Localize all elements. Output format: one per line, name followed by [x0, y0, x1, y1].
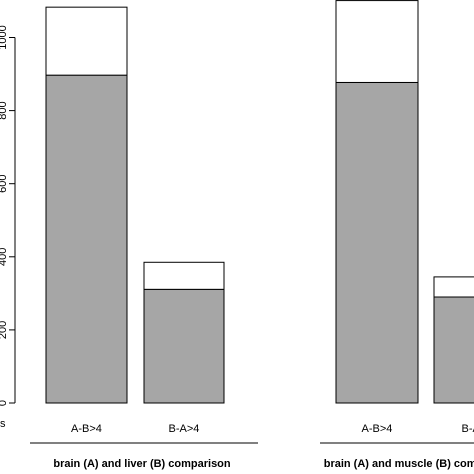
group-caption: brain (A) and muscle (B) comparison: [324, 458, 474, 470]
y-tick-label: 600: [0, 175, 9, 193]
bar-segment-lower: [45, 74, 128, 404]
bar-segment-upper: [143, 261, 225, 290]
category-label: B-A>4: [169, 423, 200, 435]
y-tick-label: 1000: [0, 25, 9, 49]
category-label: A-B>4: [71, 423, 102, 435]
category-label: A-B>4: [362, 423, 393, 435]
bar-segment-upper: [45, 6, 128, 76]
bar-segment-lower: [335, 81, 419, 404]
bar-segment-lower: [143, 288, 225, 404]
y-tick-label: 0: [0, 400, 9, 406]
y-tick-label: 400: [0, 248, 9, 266]
bar-segment-upper: [433, 276, 474, 298]
y-axis-label-fragment: s: [0, 418, 6, 430]
group-caption: brain (A) and liver (B) comparison: [53, 458, 231, 470]
bar-segment-lower: [433, 296, 474, 404]
y-tick-label: 800: [0, 101, 9, 119]
bar-segment-upper: [335, 0, 419, 83]
y-tick-label: 200: [0, 321, 9, 339]
category-label: B-A>4: [462, 423, 474, 435]
